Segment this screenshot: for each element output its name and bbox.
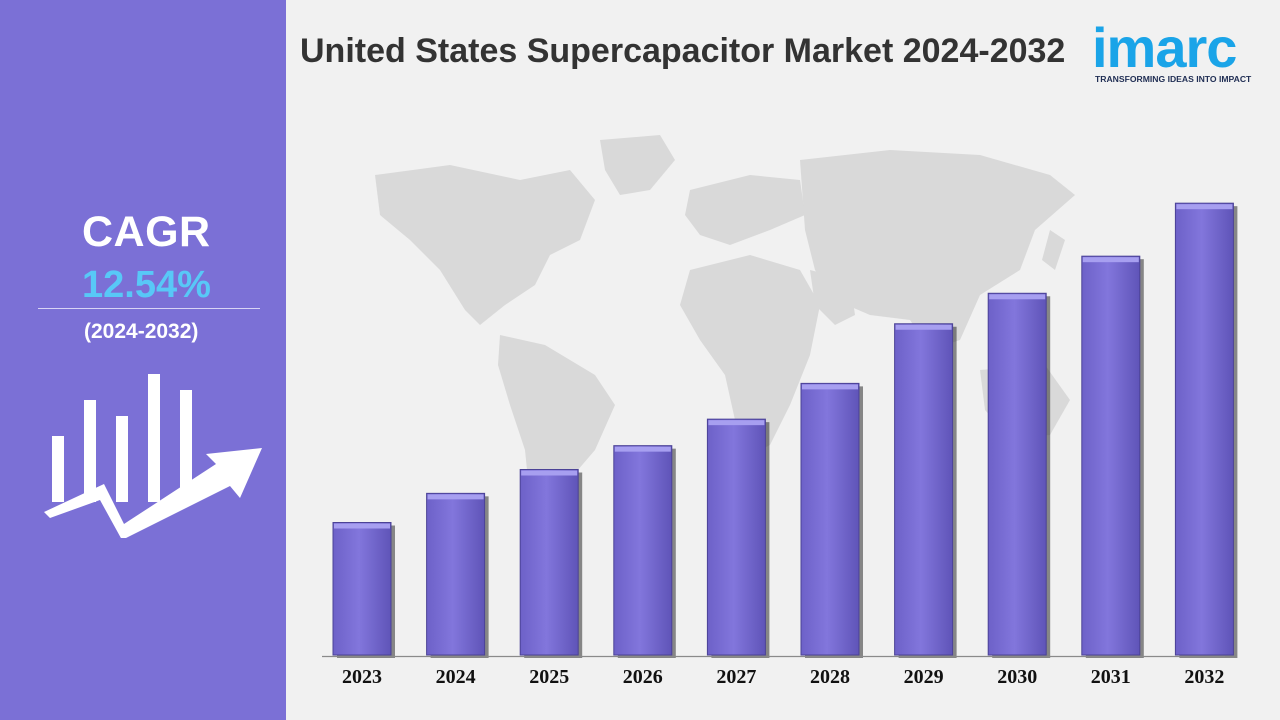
cagr-period: (2024-2032) — [84, 320, 199, 343]
x-tick-label: 2023 — [342, 666, 382, 688]
growth-chart-icon — [44, 374, 262, 538]
bar-2026 — [613, 445, 673, 656]
world-map — [375, 135, 1075, 520]
bar-highlight — [334, 523, 390, 529]
cagr-label: CAGR — [82, 208, 211, 256]
cagr-divider — [38, 308, 260, 309]
bar-highlight — [614, 446, 671, 452]
x-tick-label: 2028 — [810, 666, 850, 688]
bar-2023 — [332, 522, 392, 656]
bar-2031 — [1081, 255, 1141, 656]
bar-2024 — [426, 492, 486, 656]
bar-highlight — [1082, 257, 1139, 263]
bar-2025 — [519, 469, 579, 656]
imarc-logo: imarc TRANSFORMING IDEAS INTO IMPACT — [1092, 10, 1272, 86]
x-tick-label: 2026 — [623, 666, 663, 688]
chart-title: United States Supercapacitor Market 2024… — [300, 32, 1066, 70]
bar-2027 — [706, 418, 766, 656]
sidebar: CAGR 12.54% (2024-2032) — [0, 0, 286, 720]
bar-2032 — [1174, 202, 1234, 656]
bar-2028 — [800, 382, 860, 656]
cagr-value: 12.54% — [82, 264, 211, 306]
bar-highlight — [427, 494, 484, 500]
x-tick-label: 2025 — [529, 666, 569, 688]
bar-highlight — [802, 384, 858, 390]
logo-wordmark: imarc — [1092, 16, 1237, 79]
x-tick-label: 2024 — [436, 666, 476, 688]
bar-highlight — [1176, 204, 1233, 210]
x-tick-label: 2032 — [1184, 666, 1224, 688]
logo-tagline: TRANSFORMING IDEAS INTO IMPACT — [1095, 74, 1252, 84]
x-tick-label: 2030 — [997, 666, 1037, 688]
bar-highlight — [989, 294, 1046, 300]
x-tick-label: 2031 — [1091, 666, 1131, 688]
bar-highlight — [521, 470, 578, 476]
bar-highlight — [708, 420, 765, 426]
bar-highlight — [895, 324, 952, 330]
bar-2029 — [894, 323, 954, 656]
x-tick-label: 2029 — [904, 666, 944, 688]
bar-2030 — [987, 292, 1047, 656]
x-tick-label: 2027 — [716, 666, 756, 688]
